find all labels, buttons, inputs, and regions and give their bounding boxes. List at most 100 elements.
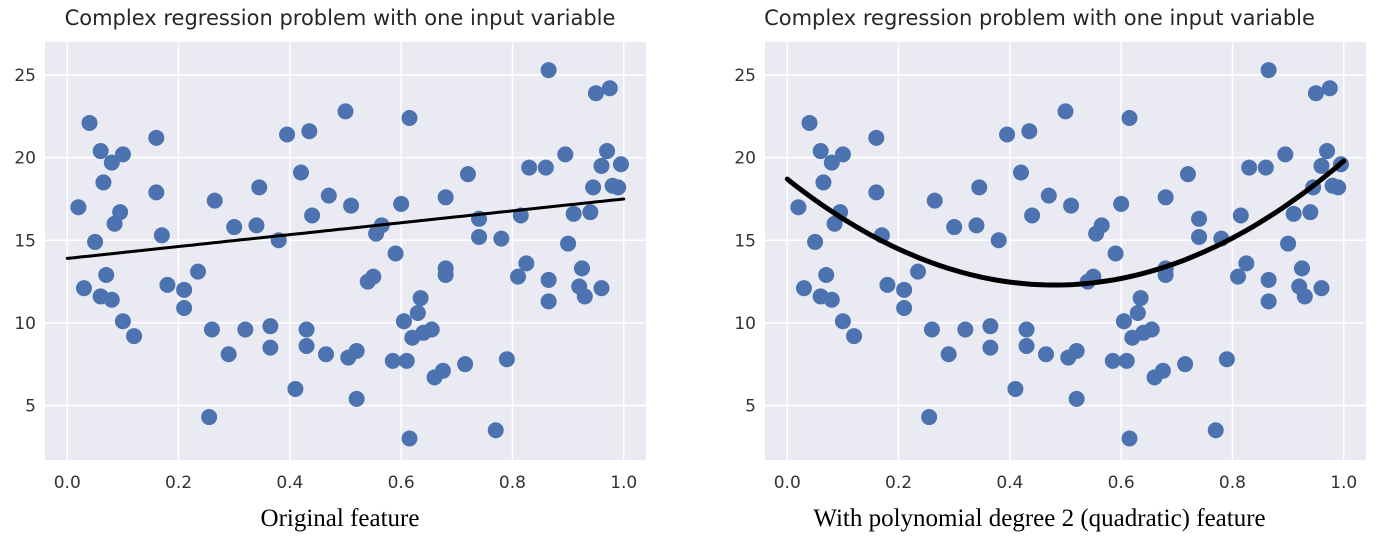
data-point [971,179,988,196]
data-point [487,422,504,439]
data-point [1313,157,1330,174]
data-point [1330,179,1347,196]
chart-caption: Original feature [260,505,420,532]
data-point [498,351,515,368]
data-point [298,338,315,354]
data-point [923,321,940,338]
data-point [1307,85,1324,102]
data-point [1018,321,1035,338]
data-point [560,235,577,252]
chart-title: Complex regression problem with one inpu… [764,6,1315,30]
data-point [846,328,863,345]
data-point [982,318,999,335]
data-point [879,276,896,293]
data-point [593,280,610,297]
data-point [365,268,382,285]
data-point [999,126,1016,143]
x-tick-label: 0.6 [388,473,415,493]
data-point [237,321,254,338]
data-point [1012,164,1029,181]
x-tick-label: 0.4 [996,473,1023,493]
data-point [1321,80,1338,97]
data-point [968,217,985,234]
data-point [126,328,143,345]
data-point [1319,143,1336,160]
data-point [896,300,913,316]
data-point [423,321,440,338]
data-point [1280,235,1297,252]
data-point [395,313,412,330]
data-point [148,184,165,201]
data-point [834,146,851,163]
data-point [114,146,131,163]
data-point [1241,159,1258,176]
data-point [298,321,315,338]
data-point [582,204,599,221]
x-tick-label: 0.0 [54,473,81,493]
data-point [226,219,243,236]
data-point [1294,260,1311,277]
y-tick-label: 20 [734,149,756,169]
data-point [1218,351,1235,368]
data-point [318,346,335,363]
data-point [343,197,360,214]
data-point [815,174,832,191]
data-point [1157,189,1174,206]
data-point [1232,207,1249,224]
y-tick-label: 5 [745,396,756,416]
data-point [95,174,112,191]
data-point [801,114,818,131]
data-point [459,166,476,183]
data-point [287,380,304,397]
data-point [1277,146,1294,163]
data-point [823,291,840,308]
data-point [457,356,474,373]
data-point [926,192,943,209]
x-tick-label: 0.0 [774,473,801,493]
y-tick-label: 20 [14,149,36,169]
data-point [262,318,279,335]
data-point [251,179,268,196]
data-point [1018,338,1035,354]
data-point [434,362,451,379]
data-point [1179,166,1196,183]
data-point [868,129,885,146]
y-tick-label: 15 [14,231,36,251]
data-point [103,154,120,171]
data-point [1313,280,1330,297]
chart-caption: With polynomial degree 2 (quadratic) fea… [813,505,1266,532]
data-point [153,227,170,244]
data-point [1296,288,1313,305]
data-point [1007,380,1024,397]
data-point [868,184,885,201]
data-point [159,276,176,293]
x-tick-label: 1.0 [1330,473,1357,493]
data-point [148,129,165,146]
data-point [1302,204,1319,221]
data-point [1260,293,1277,310]
data-point [1157,266,1174,283]
data-point [393,195,410,212]
data-point [565,205,582,222]
data-point [1191,228,1208,245]
data-point [585,179,602,196]
data-point [401,430,418,447]
data-point [1260,62,1277,79]
scatter-plot-original: 0.0 0.2 0.4 0.6 0.8 1.0 5 10 15 20 25 [14,42,646,493]
x-tick-label: 1.0 [610,473,637,493]
data-point [203,321,220,338]
data-point [337,103,354,120]
data-point [1257,159,1274,176]
y-tick-label: 10 [14,314,36,334]
data-point [409,304,426,321]
data-point [957,321,974,338]
data-point [610,179,627,196]
data-point [1143,321,1160,338]
data-point [518,255,535,272]
data-point [593,157,610,174]
data-point [437,266,454,283]
data-point [823,154,840,171]
data-point [921,409,938,426]
x-tick-label: 0.8 [1219,473,1246,493]
data-point [818,266,835,283]
